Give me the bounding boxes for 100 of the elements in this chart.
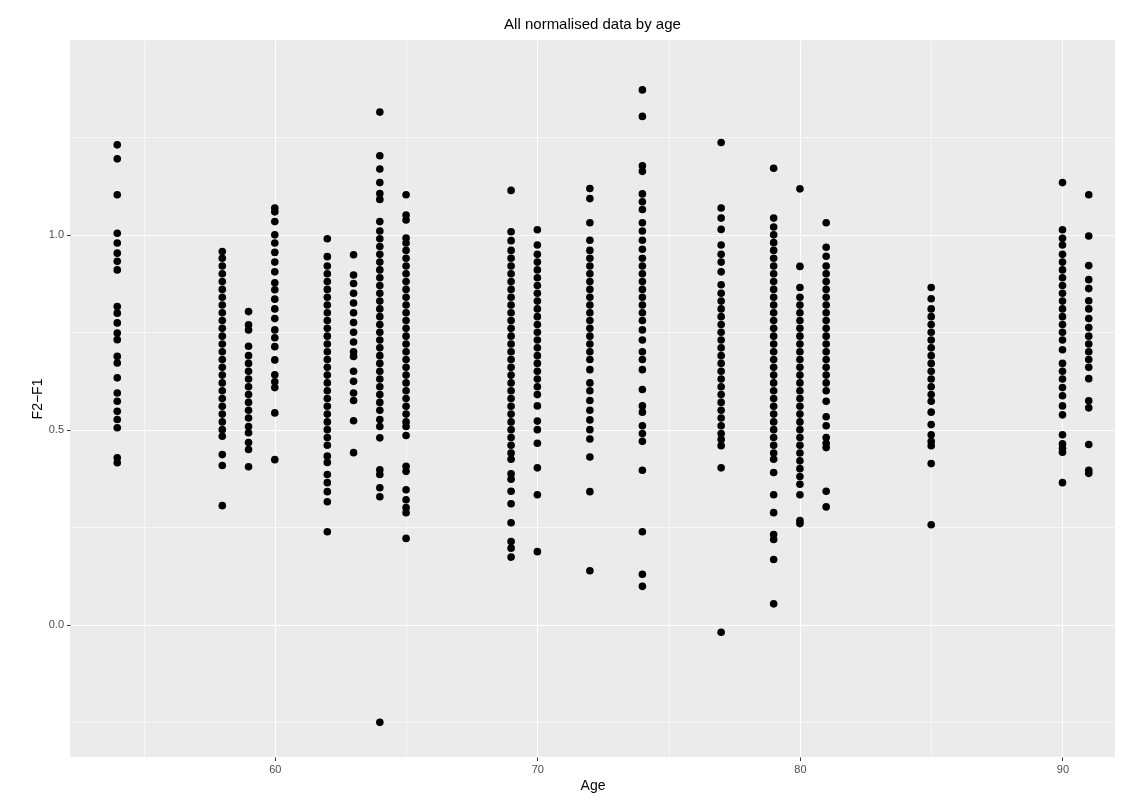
- point: [376, 178, 384, 187]
- point: [113, 329, 122, 337]
- point: [244, 367, 253, 376]
- point: [796, 371, 804, 379]
- point: [586, 293, 594, 301]
- point: [1058, 241, 1067, 249]
- point: [402, 379, 410, 387]
- point: [586, 416, 594, 424]
- point: [376, 390, 384, 399]
- point: [113, 319, 122, 327]
- point: [1058, 281, 1067, 290]
- point: [113, 266, 122, 274]
- point: [533, 328, 542, 337]
- point: [270, 268, 279, 276]
- point: [349, 328, 358, 337]
- point: [533, 297, 542, 305]
- point: [927, 383, 936, 391]
- point: [796, 185, 804, 193]
- point: [586, 285, 594, 294]
- point: [323, 487, 332, 496]
- point: [402, 485, 410, 494]
- point: [1058, 320, 1067, 329]
- point: [638, 236, 647, 245]
- point: [402, 386, 410, 395]
- y-tick-label: 0.5: [48, 423, 64, 436]
- point: [822, 386, 830, 395]
- point: [507, 544, 515, 552]
- point: [586, 566, 594, 575]
- point: [638, 347, 647, 356]
- point: [769, 285, 778, 294]
- point: [586, 453, 594, 461]
- y-tick-label: 1.0: [48, 228, 64, 241]
- point: [376, 217, 384, 226]
- point: [376, 189, 384, 198]
- point: [507, 441, 515, 450]
- point: [769, 324, 778, 333]
- point: [218, 418, 227, 426]
- point: [717, 464, 725, 472]
- point: [638, 301, 647, 309]
- point: [586, 435, 594, 443]
- point: [822, 293, 830, 301]
- y-tick-label: 0.0: [48, 618, 64, 631]
- point: [113, 335, 122, 344]
- point: [533, 312, 542, 321]
- point: [822, 363, 830, 372]
- point: [1084, 323, 1093, 332]
- point: [769, 301, 778, 309]
- point: [796, 301, 804, 309]
- point: [533, 250, 542, 259]
- point: [533, 320, 542, 329]
- point: [1084, 355, 1093, 364]
- point: [769, 223, 778, 231]
- point: [822, 285, 830, 294]
- point: [638, 570, 647, 579]
- point: [638, 270, 647, 278]
- point: [769, 293, 778, 301]
- point: [638, 277, 647, 286]
- point: [507, 293, 515, 301]
- point: [1084, 397, 1093, 405]
- point: [769, 394, 778, 403]
- point: [244, 406, 253, 414]
- point: [638, 527, 647, 536]
- point: [822, 433, 830, 442]
- point: [323, 332, 332, 340]
- point: [638, 326, 647, 334]
- point: [507, 402, 515, 411]
- point: [323, 293, 332, 301]
- point: [323, 497, 332, 506]
- point: [270, 356, 279, 364]
- point: [927, 520, 936, 529]
- point: [717, 320, 725, 329]
- point: [533, 336, 542, 344]
- point: [323, 527, 332, 536]
- point: [507, 386, 515, 395]
- point: [218, 308, 227, 317]
- point: [769, 441, 778, 450]
- point: [323, 386, 332, 395]
- y-axis-title: F2−F1: [28, 378, 45, 420]
- point: [1084, 190, 1093, 199]
- point: [507, 301, 515, 309]
- point: [323, 470, 332, 479]
- point: [822, 379, 830, 387]
- chart-title: All normalised data by age: [504, 15, 681, 32]
- point: [376, 250, 384, 259]
- point: [376, 297, 384, 305]
- point: [376, 415, 384, 424]
- point: [1058, 336, 1067, 344]
- point: [769, 363, 778, 372]
- point: [507, 499, 515, 508]
- point: [218, 324, 227, 333]
- point: [270, 295, 279, 303]
- point: [402, 190, 410, 199]
- point: [323, 308, 332, 317]
- point: [507, 332, 515, 340]
- point: [507, 425, 515, 434]
- point: [822, 316, 830, 325]
- point: [796, 464, 804, 473]
- point: [349, 299, 358, 307]
- point: [376, 406, 384, 414]
- point: [769, 246, 778, 255]
